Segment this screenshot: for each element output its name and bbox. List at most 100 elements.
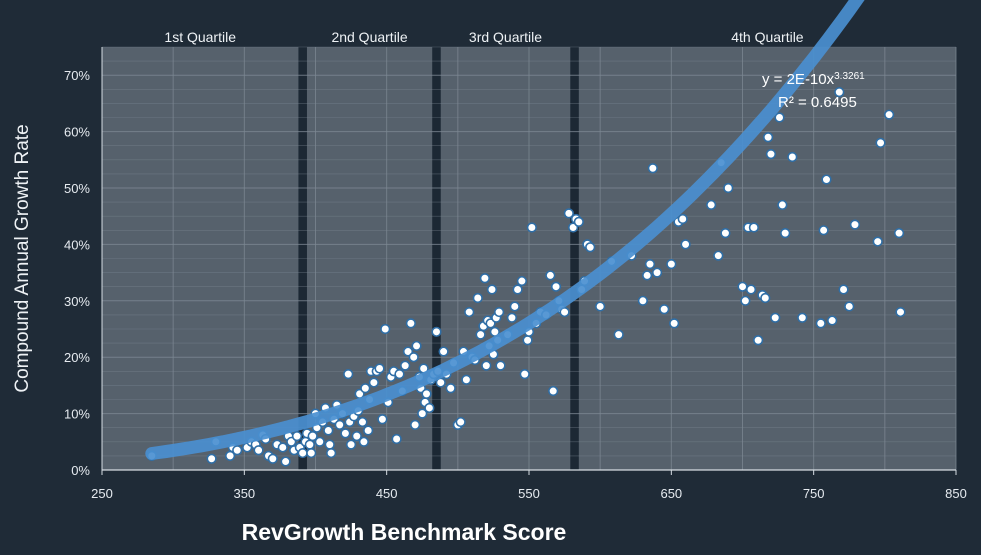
data-point — [849, 219, 861, 230]
data-point — [445, 383, 456, 394]
data-point — [760, 292, 771, 304]
data-point — [815, 318, 826, 329]
data-point — [506, 312, 518, 323]
data-point — [377, 414, 388, 425]
x-tick-label: 850 — [945, 486, 967, 501]
gridlines — [102, 46, 957, 470]
data-point — [585, 242, 596, 253]
data-point — [680, 239, 691, 250]
data-point — [595, 301, 606, 312]
data-point — [516, 275, 527, 287]
data-point — [706, 199, 717, 211]
data-point — [884, 109, 895, 120]
data-point — [797, 312, 808, 323]
data-point — [737, 281, 748, 292]
data-point — [844, 301, 855, 312]
data-point — [895, 306, 906, 318]
data-point — [774, 112, 785, 123]
data-point — [455, 416, 466, 428]
data-point — [351, 431, 362, 442]
data-point — [360, 383, 371, 394]
data-point — [326, 447, 337, 459]
y-axis-label: Compound Annual Growth Rate — [12, 124, 33, 392]
data-point — [304, 439, 315, 450]
data-point — [306, 447, 317, 459]
trendline-equation: y = 2E-10x3.3261 — [762, 71, 865, 89]
data-point — [545, 270, 556, 281]
y-tick-label: 20% — [64, 350, 90, 365]
data-point — [872, 236, 883, 247]
data-point — [417, 408, 428, 419]
data-point — [431, 326, 442, 337]
data-point — [522, 335, 533, 346]
data-point — [740, 295, 751, 306]
data-point — [713, 250, 724, 261]
data-point — [479, 273, 490, 284]
data-point — [548, 385, 559, 397]
data-point — [374, 363, 385, 374]
x-tick-label: 450 — [376, 486, 398, 501]
quartile-label-3: 3rd Quartile — [469, 29, 542, 45]
data-point — [277, 442, 288, 453]
data-point — [481, 360, 492, 371]
data-point — [550, 281, 562, 292]
data-point — [723, 182, 734, 194]
data-point — [400, 360, 411, 371]
data-point — [495, 360, 506, 371]
data-point — [818, 225, 829, 236]
data-point — [677, 213, 688, 225]
data-point — [651, 267, 663, 278]
y-tick-label: 0% — [71, 463, 90, 478]
data-point — [345, 439, 357, 450]
data-point — [669, 318, 680, 329]
y-tick-label: 60% — [64, 125, 90, 140]
data-point — [893, 228, 905, 239]
x-tick-label: 350 — [233, 486, 255, 501]
y-tick-label: 50% — [64, 181, 90, 196]
data-point — [280, 456, 291, 467]
data-point — [232, 445, 243, 456]
trendline-curve — [145, 0, 865, 460]
x-tick-label: 250 — [91, 486, 113, 501]
data-point — [394, 369, 405, 380]
data-point — [765, 149, 777, 160]
data-point — [494, 306, 505, 318]
x-tick-label: 650 — [660, 486, 682, 501]
data-point — [748, 222, 759, 233]
x-tick-label: 550 — [518, 486, 540, 501]
y-tick-label: 70% — [64, 68, 90, 83]
data-point — [875, 137, 886, 148]
data-point — [827, 315, 838, 326]
data-point — [438, 346, 449, 357]
quartile-label-4: 4th Quartile — [731, 29, 804, 45]
data-point — [637, 295, 648, 306]
data-point — [563, 208, 574, 219]
data-point — [753, 335, 764, 346]
data-point — [408, 352, 419, 363]
data-point — [821, 174, 832, 185]
data-point — [424, 402, 435, 414]
data-point — [745, 284, 757, 295]
data-point — [659, 304, 670, 315]
data-point — [763, 132, 774, 143]
quartile-labels: 1st Quartile 2nd Quartile 3rd Quartile 4th … — [164, 29, 803, 45]
data-point — [334, 419, 345, 430]
data-point — [613, 329, 624, 340]
x-axis-label: RevGrowth Benchmark Score — [242, 519, 567, 545]
data-point — [267, 453, 278, 464]
trendline-exponent: 3.3261 — [834, 71, 865, 82]
data-point — [720, 228, 731, 239]
data-point — [787, 151, 798, 163]
data-point — [666, 259, 677, 270]
data-point — [834, 87, 845, 98]
y-tick-label: 30% — [64, 294, 90, 309]
data-point — [323, 425, 334, 436]
data-point — [647, 163, 658, 174]
y-tick-label: 40% — [64, 237, 90, 252]
data-point — [343, 369, 354, 380]
data-point — [421, 388, 432, 399]
data-point — [411, 340, 422, 352]
data-point — [472, 292, 483, 304]
trendline-arrow — [145, 0, 865, 460]
